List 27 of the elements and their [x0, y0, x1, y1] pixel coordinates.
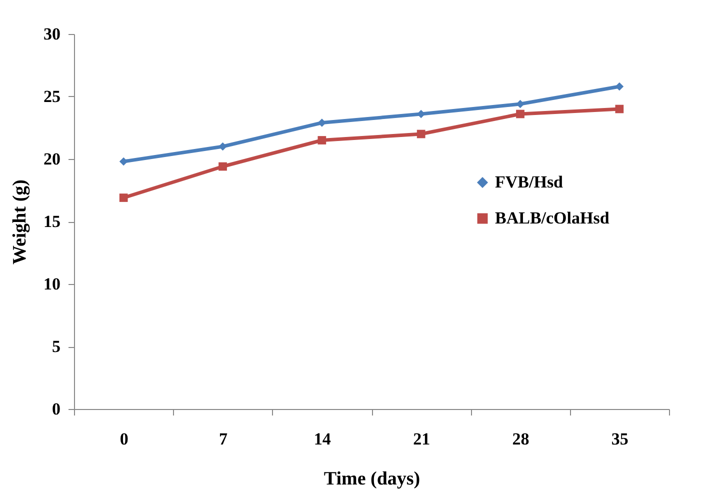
point [218, 142, 227, 151]
x-axis-title: Time (days) [324, 468, 420, 490]
y-tick-label: 20 [44, 150, 60, 168]
point [416, 130, 426, 138]
y-tick-label: 10 [44, 274, 60, 294]
legend-label: FVB/Hsd [495, 172, 564, 192]
x-tick-label: 28 [512, 430, 530, 448]
point [318, 136, 326, 144]
point [119, 194, 128, 202]
x-tick-label: 14 [314, 430, 332, 448]
y-tick-label: 0 [52, 400, 60, 418]
point [615, 104, 624, 114]
point [218, 162, 227, 171]
y-tick-label: 15 [44, 212, 60, 231]
x-tick-label: 21 [413, 430, 430, 448]
y-tick-label: 30 [44, 24, 60, 44]
y-tick-label: 25 [44, 87, 60, 106]
point [119, 157, 128, 166]
x-tick-label: 7 [219, 430, 228, 448]
point [516, 110, 524, 118]
y-tick-label: 5 [52, 337, 60, 356]
y-axis-title: Weight (g) [10, 180, 30, 264]
point [615, 82, 624, 91]
legend-label: BALB/cOlaHsd [495, 208, 610, 228]
x-tick-label: 0 [120, 430, 128, 448]
x-tick-label: 35 [611, 430, 628, 448]
point [516, 100, 524, 108]
